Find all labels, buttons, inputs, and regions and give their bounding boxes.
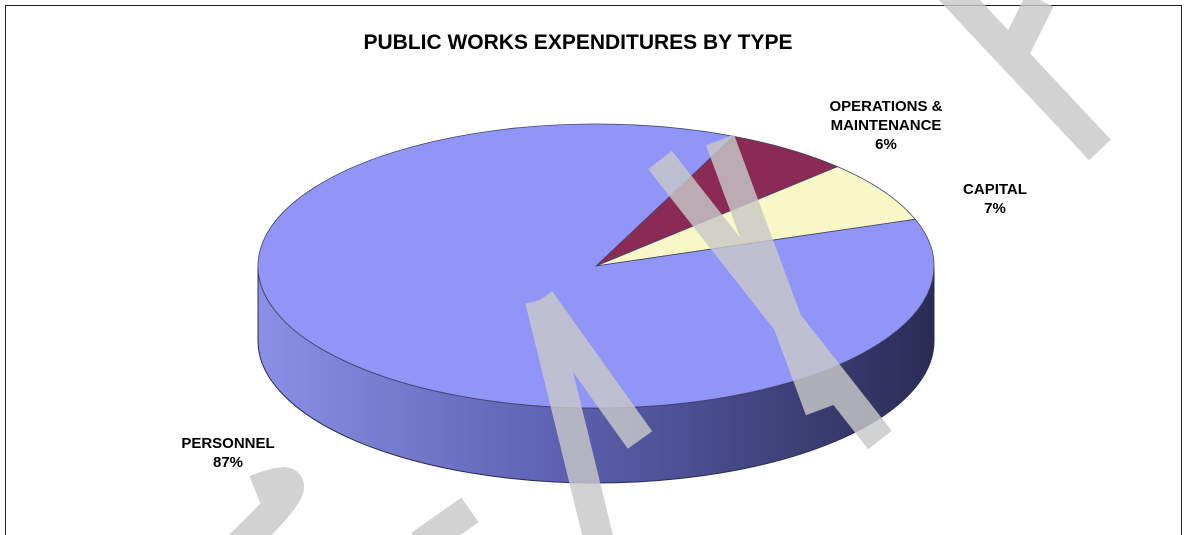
watermark-letter-r — [411, 497, 479, 535]
slice-percent-label: 6% — [875, 136, 897, 153]
watermark-letter-d — [229, 467, 304, 535]
slice-labels: OPERATIONS & MAINTENANCE 6% CAPITAL 7% PERSON… — [181, 98, 1027, 471]
chart-frame — [5, 5, 1182, 535]
chart-title: PUBLIC WORKS EXPENDITURES BY TYPE — [363, 31, 792, 54]
watermark-letter-a — [525, 291, 653, 535]
slice-name-label: OPERATIONS & — [829, 98, 942, 115]
watermark-letter-t — [939, 0, 1111, 161]
pie-slice-operations-maintenance — [595, 135, 839, 267]
watermark-letter-f — [648, 134, 892, 450]
slice-name-label: MAINTENANCE — [831, 117, 942, 134]
draft-watermark — [229, 0, 1111, 535]
pie-slice-personnel — [257, 123, 935, 409]
slice-percent-label: 7% — [984, 200, 1006, 217]
slice-percent-label: 87% — [213, 454, 243, 471]
slice-name-label: CAPITAL — [963, 181, 1027, 198]
slice-name-label: PERSONNEL — [181, 435, 274, 452]
